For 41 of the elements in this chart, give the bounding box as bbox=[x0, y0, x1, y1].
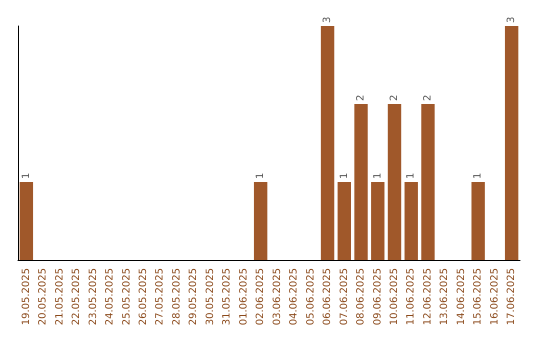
x-tick-label: 22.05.2025 bbox=[71, 268, 82, 326]
x-tick-label: 05.06.2025 bbox=[305, 268, 316, 326]
x-tick-label: 08.06.2025 bbox=[356, 268, 367, 326]
x-tick-label: 28.05.2025 bbox=[171, 268, 182, 326]
data-label: 1 bbox=[20, 172, 32, 179]
x-tick-label: 02.06.2025 bbox=[255, 268, 266, 326]
x-tick-label: 21.05.2025 bbox=[54, 268, 66, 326]
x-tick-label: 26.05.2025 bbox=[138, 268, 149, 326]
x-tick-label: 20.05.2025 bbox=[38, 268, 49, 326]
x-tick-label: 11.06.2025 bbox=[406, 268, 417, 326]
x-tick-label: 29.05.2025 bbox=[188, 268, 200, 326]
data-label: 1 bbox=[472, 172, 484, 179]
data-label: 1 bbox=[406, 172, 417, 179]
x-tick-label: 17.06.2025 bbox=[506, 268, 518, 326]
x-tick-label: 13.06.2025 bbox=[439, 268, 450, 326]
x-tick-label: 07.06.2025 bbox=[338, 268, 350, 326]
data-label: 2 bbox=[356, 94, 367, 101]
x-tick-label: 09.06.2025 bbox=[372, 268, 384, 326]
x-tick-label: 04.06.2025 bbox=[288, 268, 300, 326]
data-label: 1 bbox=[255, 172, 266, 179]
x-tick-label: 06.06.2025 bbox=[322, 268, 334, 326]
x-tick-label: 10.06.2025 bbox=[389, 268, 400, 326]
x-tick-label: 15.06.2025 bbox=[472, 268, 484, 326]
x-tick-label: 14.06.2025 bbox=[456, 268, 467, 326]
x-tick-label: 24.05.2025 bbox=[104, 268, 116, 326]
x-tick-label: 19.05.2025 bbox=[20, 268, 32, 326]
x-tick-label: 27.05.2025 bbox=[154, 268, 166, 326]
x-tick-label: 12.06.2025 bbox=[422, 268, 434, 326]
x-tick-label: 03.06.2025 bbox=[272, 268, 283, 326]
data-label: 3 bbox=[506, 16, 518, 23]
data-label: 2 bbox=[389, 94, 400, 101]
x-tick-label: 01.06.2025 bbox=[238, 268, 250, 326]
data-label: 1 bbox=[372, 172, 384, 179]
x-tick-label: 31.05.2025 bbox=[222, 268, 233, 326]
x-tick-label: 25.05.2025 bbox=[121, 268, 132, 326]
x-tick-label: 23.05.2025 bbox=[88, 268, 99, 326]
data-label: 1 bbox=[338, 172, 350, 179]
data-label: 2 bbox=[422, 94, 434, 101]
x-tick-label: 30.05.2025 bbox=[204, 268, 216, 326]
x-tick-label: 16.06.2025 bbox=[489, 268, 500, 326]
data-label: 3 bbox=[322, 16, 334, 23]
